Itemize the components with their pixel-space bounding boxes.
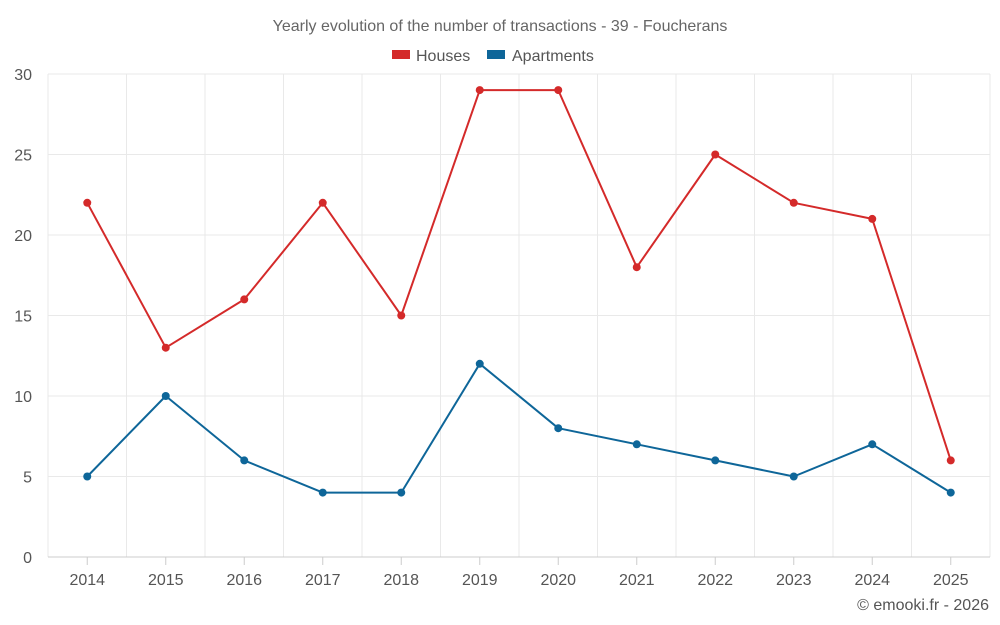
series-line-apartments	[86, 362, 952, 494]
data-point-houses[interactable]	[161, 343, 170, 352]
data-point-apartments[interactable]	[554, 424, 563, 433]
data-point-apartments[interactable]	[868, 440, 877, 449]
data-point-apartments[interactable]	[711, 456, 720, 465]
data-point-apartments[interactable]	[161, 392, 170, 400]
data-point-houses[interactable]	[318, 198, 327, 207]
y-tick-label: 20	[14, 228, 32, 245]
data-point-houses[interactable]	[946, 456, 955, 465]
x-tick-label: 2014	[69, 572, 105, 589]
series-apartments	[83, 359, 955, 497]
gridlines	[47, 73, 991, 557]
data-point-houses[interactable]	[632, 263, 641, 272]
y-tick-label: 25	[14, 148, 32, 165]
legend-swatch-houses	[392, 50, 410, 59]
legend-swatch-apartments	[487, 50, 505, 59]
data-point-apartments[interactable]	[318, 488, 327, 497]
chart-title: Yearly evolution of the number of transa…	[273, 18, 728, 35]
credit-text: © emooki.fr - 2026	[857, 597, 989, 614]
x-tick-label: 2025	[933, 572, 969, 589]
x-tick-label: 2022	[697, 572, 733, 589]
x-tick-label: 2023	[776, 572, 812, 589]
data-point-houses[interactable]	[397, 311, 406, 320]
x-tick-label: 2017	[305, 572, 341, 589]
data-point-apartments[interactable]	[240, 456, 249, 465]
y-tick-label: 10	[14, 389, 32, 406]
data-point-apartments[interactable]	[632, 440, 641, 449]
data-point-houses[interactable]	[868, 214, 877, 223]
legend-label-houses: Houses	[416, 48, 470, 65]
data-point-houses[interactable]	[554, 86, 563, 95]
legend: Houses Apartments	[392, 48, 594, 65]
data-point-houses[interactable]	[240, 295, 249, 304]
data-point-houses[interactable]	[83, 198, 92, 207]
data-point-houses[interactable]	[789, 198, 798, 207]
x-tick-label: 2015	[148, 572, 184, 589]
data-point-apartments[interactable]	[789, 472, 798, 481]
series-line-houses	[86, 89, 952, 461]
data-point-apartments[interactable]	[475, 359, 484, 368]
data-point-apartments[interactable]	[946, 488, 955, 497]
legend-item-houses[interactable]: Houses	[392, 48, 470, 65]
x-tick-label: 2019	[462, 572, 498, 589]
x-tick-label: 2021	[619, 572, 655, 589]
x-tick-label: 2024	[854, 572, 890, 589]
x-tick-label: 2016	[226, 572, 262, 589]
legend-item-apartments[interactable]: Apartments	[487, 48, 594, 65]
y-tick-label: 15	[14, 309, 32, 326]
y-tick-label: 30	[14, 67, 32, 84]
x-tick-label: 2020	[540, 572, 576, 589]
data-point-apartments[interactable]	[83, 472, 92, 481]
x-tick-label: 2018	[383, 572, 419, 589]
y-tick-label: 5	[23, 470, 32, 487]
series	[83, 86, 955, 497]
data-point-houses[interactable]	[711, 150, 720, 159]
y-tick-label: 0	[23, 550, 32, 567]
data-point-apartments[interactable]	[397, 488, 406, 497]
series-houses	[83, 86, 955, 465]
data-point-houses[interactable]	[475, 86, 484, 95]
legend-label-apartments: Apartments	[512, 48, 594, 65]
